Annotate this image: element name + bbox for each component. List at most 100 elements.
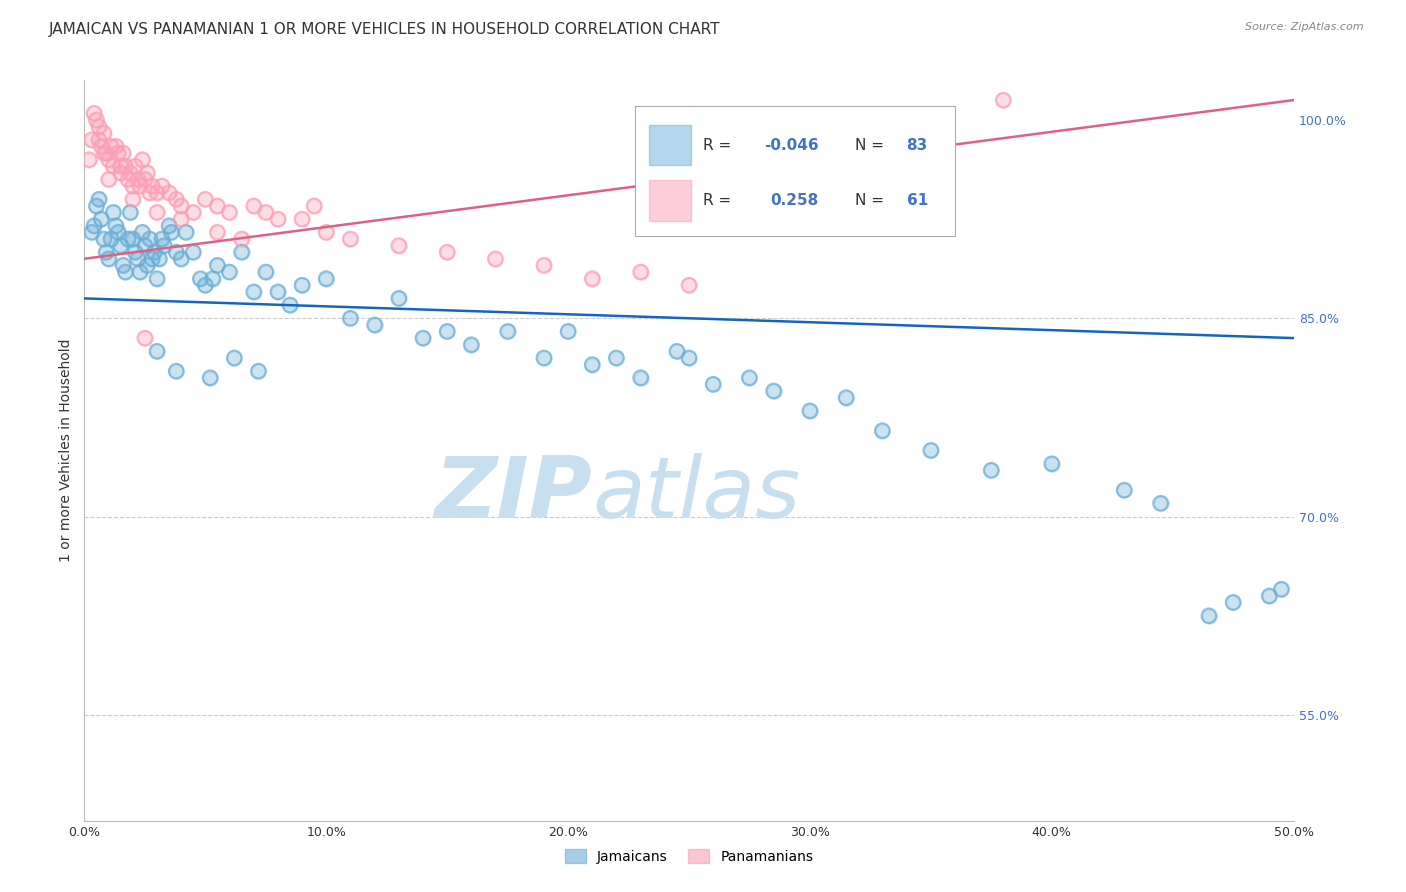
Point	[181, 205, 204, 219]
Point	[254, 205, 277, 219]
Point	[1258, 589, 1281, 603]
Point	[278, 298, 301, 312]
Point	[90, 139, 112, 153]
Point	[127, 252, 149, 266]
Text: 0.258: 0.258	[770, 193, 818, 208]
Point	[141, 179, 163, 194]
Point	[201, 271, 224, 285]
Point	[112, 258, 135, 272]
Point	[247, 364, 270, 378]
Point	[129, 179, 152, 194]
Point	[146, 186, 169, 200]
Point	[93, 146, 115, 161]
Point	[143, 245, 166, 260]
Point	[1258, 589, 1281, 603]
Point	[131, 225, 153, 239]
Point	[146, 205, 169, 219]
Text: 83: 83	[907, 137, 928, 153]
Point	[302, 199, 325, 213]
Point	[121, 179, 143, 194]
Point	[993, 93, 1015, 107]
Point	[194, 278, 217, 293]
Point	[134, 238, 156, 252]
Point	[100, 232, 122, 246]
Point	[80, 225, 103, 239]
Point	[131, 225, 153, 239]
Point	[87, 120, 110, 134]
Point	[194, 192, 217, 206]
Y-axis label: 1 or more Vehicles in Household: 1 or more Vehicles in Household	[59, 339, 73, 562]
Point	[181, 245, 204, 260]
Point	[496, 325, 519, 339]
Point	[198, 370, 221, 384]
Point	[218, 205, 240, 219]
Point	[146, 344, 169, 359]
Point	[231, 232, 253, 246]
Point	[165, 364, 187, 378]
Point	[160, 225, 183, 239]
Point	[134, 331, 156, 345]
Point	[267, 285, 290, 299]
Point	[83, 106, 105, 120]
Point	[581, 271, 603, 285]
Point	[129, 265, 152, 279]
Point	[872, 424, 894, 438]
Point	[678, 278, 700, 293]
Text: JAMAICAN VS PANAMANIAN 1 OR MORE VEHICLES IN HOUSEHOLD CORRELATION CHART: JAMAICAN VS PANAMANIAN 1 OR MORE VEHICLE…	[49, 22, 721, 37]
Point	[97, 172, 120, 186]
Point	[104, 219, 127, 233]
Point	[146, 271, 169, 285]
Point	[117, 172, 139, 186]
Point	[160, 225, 183, 239]
Point	[114, 265, 136, 279]
Point	[194, 278, 217, 293]
Point	[112, 146, 135, 161]
Point	[104, 219, 127, 233]
Point	[87, 133, 110, 147]
Point	[231, 232, 253, 246]
Point	[97, 153, 120, 167]
Point	[136, 258, 159, 272]
Point	[107, 146, 129, 161]
Point	[835, 391, 858, 405]
Point	[131, 153, 153, 167]
Point	[120, 205, 142, 219]
Point	[339, 311, 361, 326]
Point	[630, 370, 652, 384]
Point	[242, 285, 264, 299]
Point	[920, 443, 942, 458]
Point	[339, 232, 361, 246]
Point	[141, 252, 163, 266]
Point	[1270, 582, 1292, 597]
Point	[388, 292, 411, 306]
Point	[315, 271, 337, 285]
Point	[93, 146, 115, 161]
Point	[224, 351, 246, 365]
Point	[181, 245, 204, 260]
Point	[363, 318, 385, 332]
Point	[100, 139, 122, 153]
Point	[104, 139, 127, 153]
Point	[224, 351, 246, 365]
Point	[97, 252, 120, 266]
Point	[80, 133, 103, 147]
Point	[103, 205, 125, 219]
Text: N =: N =	[855, 193, 889, 208]
Point	[174, 225, 197, 239]
Point	[291, 212, 314, 227]
Point	[242, 199, 264, 213]
Text: atlas: atlas	[592, 453, 800, 536]
Point	[557, 325, 579, 339]
Point	[146, 186, 169, 200]
Point	[83, 219, 105, 233]
Point	[762, 384, 785, 398]
Point	[150, 179, 173, 194]
Point	[94, 146, 117, 161]
Point	[198, 370, 221, 384]
Point	[533, 351, 555, 365]
Point	[107, 225, 129, 239]
Point	[533, 351, 555, 365]
Point	[129, 265, 152, 279]
Point	[1149, 496, 1171, 510]
Point	[87, 120, 110, 134]
